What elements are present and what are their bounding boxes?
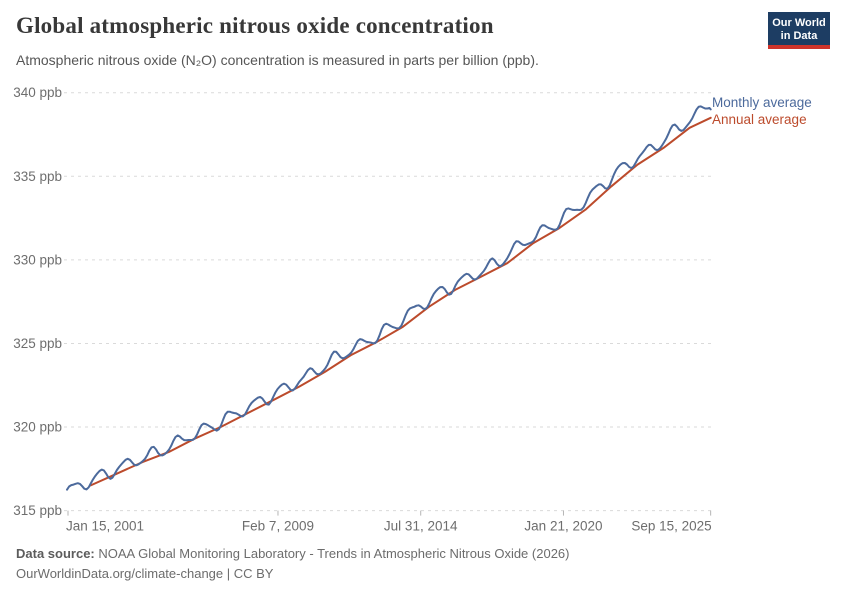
data-source-label: Data source:: [16, 546, 95, 561]
chart-footer: Data source: NOAA Global Monitoring Labo…: [16, 544, 569, 584]
y-axis-label: 320 ppb: [13, 420, 62, 435]
data-source-line: Data source: NOAA Global Monitoring Labo…: [16, 544, 569, 564]
page-title: Global atmospheric nitrous oxide concent…: [16, 13, 494, 38]
data-source-text: NOAA Global Monitoring Laboratory - Tren…: [98, 546, 570, 561]
x-axis-label: Sep 15, 2025: [631, 519, 711, 534]
legend-monthly-average[interactable]: Monthly average: [712, 95, 812, 110]
x-axis-label: Feb 7, 2009: [242, 519, 314, 534]
y-axis-label: 325 ppb: [13, 336, 62, 351]
legend-annual-average[interactable]: Annual average: [712, 112, 807, 127]
credit-line: OurWorldinData.org/climate-change | CC B…: [16, 566, 274, 581]
annual-average-line: [89, 116, 712, 487]
chart-subtitle: Atmospheric nitrous oxide (N₂O) concentr…: [16, 52, 539, 68]
y-axis-label: 330 ppb: [13, 252, 62, 267]
y-axis-label: 315 ppb: [13, 503, 62, 518]
y-axis-label: 340 ppb: [13, 85, 62, 100]
y-axis-label: 335 ppb: [13, 169, 62, 184]
owid-logo-line1: Our World: [772, 17, 826, 29]
x-axis-label: Jan 21, 2020: [524, 519, 602, 534]
monthly-average-line: [66, 105, 712, 491]
x-axis-label: Jul 31, 2014: [384, 519, 458, 534]
x-axis-label: Jan 15, 2001: [66, 519, 144, 534]
owid-logo[interactable]: Our World in Data: [768, 12, 830, 49]
chart-canvas[interactable]: 315 ppb 320 ppb 325 ppb 330 ppb 335 ppb 340 p…: [0, 80, 850, 550]
owid-logo-line2: in Data: [780, 29, 818, 42]
